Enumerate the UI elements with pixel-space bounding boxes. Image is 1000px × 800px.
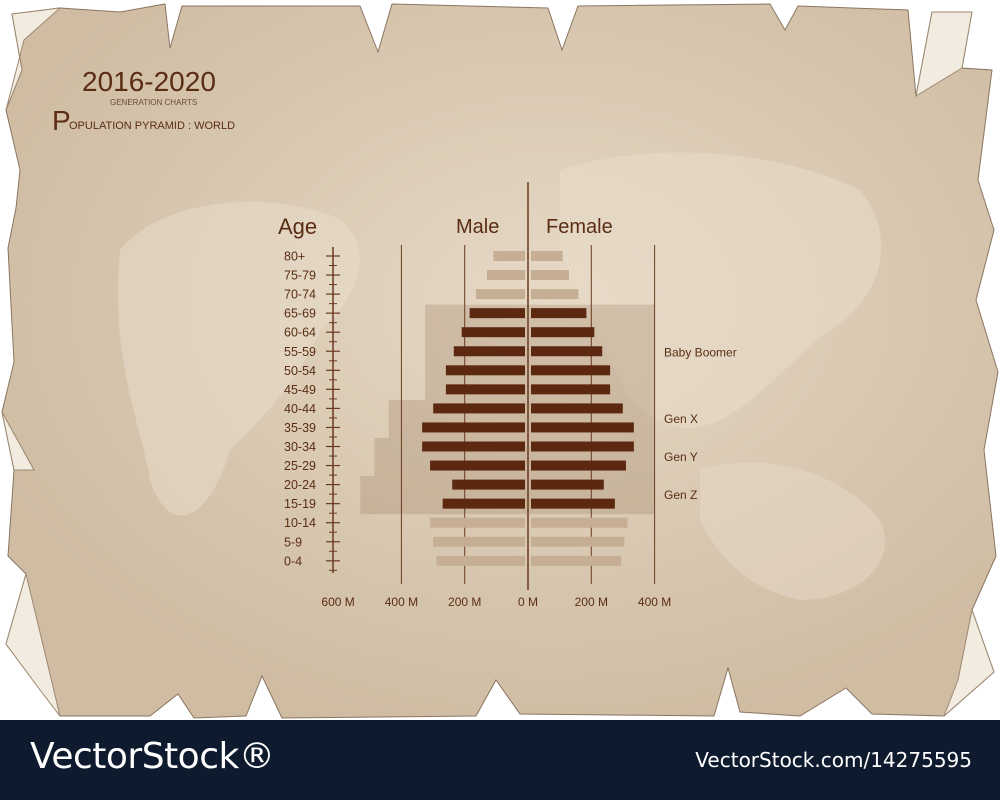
generation-label: Baby Boomer bbox=[664, 345, 737, 359]
female-bar bbox=[531, 441, 634, 452]
map-blotch bbox=[117, 201, 360, 516]
age-tick-label: 60-64 bbox=[284, 326, 316, 340]
age-tick-label: 30-34 bbox=[284, 440, 316, 454]
page-title: OPULATION PYRAMID : WORLD bbox=[69, 120, 235, 132]
female-bar bbox=[531, 498, 615, 509]
year-range: 2016-2020 bbox=[82, 66, 216, 97]
age-tick-label: 50-54 bbox=[284, 364, 316, 378]
male-bar bbox=[430, 460, 525, 471]
male-bar bbox=[436, 555, 525, 566]
corner-curl bbox=[915, 11, 973, 98]
x-tick-label: 200 M bbox=[575, 595, 608, 609]
age-tick-label: 80+ bbox=[284, 250, 305, 264]
map-blotch bbox=[560, 152, 882, 428]
male-bar bbox=[422, 441, 525, 452]
age-tick-label: 0-4 bbox=[284, 554, 302, 568]
age-tick-label: 35-39 bbox=[284, 421, 316, 435]
corner-curl bbox=[1, 411, 35, 471]
x-tick-label: 0 M bbox=[518, 595, 538, 609]
age-tick-label: 5-9 bbox=[284, 535, 302, 549]
female-bar bbox=[531, 555, 622, 566]
female-bar bbox=[531, 479, 604, 490]
male-bar bbox=[475, 289, 525, 300]
stock-id: VectorStock.com/14275595 bbox=[695, 748, 972, 772]
female-bar bbox=[531, 460, 626, 471]
age-tick-label: 45-49 bbox=[284, 383, 316, 397]
age-tick-label: 40-44 bbox=[284, 402, 316, 416]
age-tick-label: 20-24 bbox=[284, 478, 316, 492]
population-axis: 600 M 400 M 200 M 0 M 200 M 400 M bbox=[321, 595, 671, 609]
title-initial: P bbox=[52, 105, 71, 136]
female-bar bbox=[531, 270, 569, 281]
age-axis: 80+ 75-79 70-74 65-69 60-64 55-59 50-54 45-49 40… bbox=[284, 247, 340, 573]
female-bar bbox=[531, 327, 595, 338]
age-tick-label: 75-79 bbox=[284, 269, 316, 283]
age-tick-label: 10-14 bbox=[284, 516, 316, 530]
watermark-footer: VectorStock® VectorStock.com/14275595 bbox=[0, 720, 1000, 800]
female-label: Female bbox=[546, 216, 613, 238]
generation-label: Gen Z bbox=[664, 488, 697, 502]
age-tick-label: 15-19 bbox=[284, 497, 316, 511]
age-tick-label: 55-59 bbox=[284, 345, 316, 359]
female-bar bbox=[531, 517, 628, 528]
generation-label: Gen Y bbox=[664, 450, 698, 464]
male-bar bbox=[442, 498, 525, 509]
map-blotch bbox=[700, 462, 886, 600]
age-tick-label: 65-69 bbox=[284, 307, 316, 321]
generation-label: Gen X bbox=[664, 412, 698, 426]
female-bar bbox=[531, 403, 623, 414]
corner-curl bbox=[943, 608, 995, 717]
female-bar bbox=[531, 365, 611, 376]
male-bar bbox=[452, 479, 525, 490]
female-bar bbox=[531, 289, 579, 300]
x-tick-label: 600 M bbox=[321, 595, 354, 609]
male-bar bbox=[445, 384, 525, 395]
male-bar bbox=[422, 422, 525, 433]
female-bar bbox=[531, 422, 634, 433]
male-bar bbox=[445, 365, 525, 376]
x-tick-label: 200 M bbox=[448, 595, 481, 609]
female-bar bbox=[531, 251, 563, 261]
corner-curl bbox=[5, 7, 62, 111]
male-bar bbox=[433, 536, 525, 547]
age-tick-label: 70-74 bbox=[284, 288, 316, 302]
male-bar bbox=[461, 327, 525, 338]
male-label: Male bbox=[456, 216, 499, 238]
vectorstock-logo: VectorStock® bbox=[30, 736, 275, 777]
female-bar bbox=[531, 384, 611, 395]
age-tick-label: 25-29 bbox=[284, 459, 316, 473]
x-tick-label: 400 M bbox=[385, 595, 418, 609]
male-bar bbox=[453, 346, 525, 357]
x-tick-label: 400 M bbox=[638, 595, 671, 609]
male-bar bbox=[493, 251, 525, 261]
generation-labels: Baby Boomer Gen X Gen Y Gen Z bbox=[664, 345, 737, 502]
female-bar bbox=[531, 346, 603, 357]
corner-curl bbox=[5, 572, 61, 717]
female-bar bbox=[531, 308, 587, 319]
male-bar bbox=[487, 270, 525, 281]
pyramid-bars bbox=[422, 251, 634, 566]
male-bar bbox=[469, 308, 525, 319]
male-bar bbox=[430, 517, 525, 528]
generation-charts-subtitle: GENERATION CHARTS bbox=[110, 98, 197, 107]
age-axis-title: Age bbox=[278, 214, 317, 239]
male-bar bbox=[433, 403, 525, 414]
female-bar bbox=[531, 536, 625, 547]
